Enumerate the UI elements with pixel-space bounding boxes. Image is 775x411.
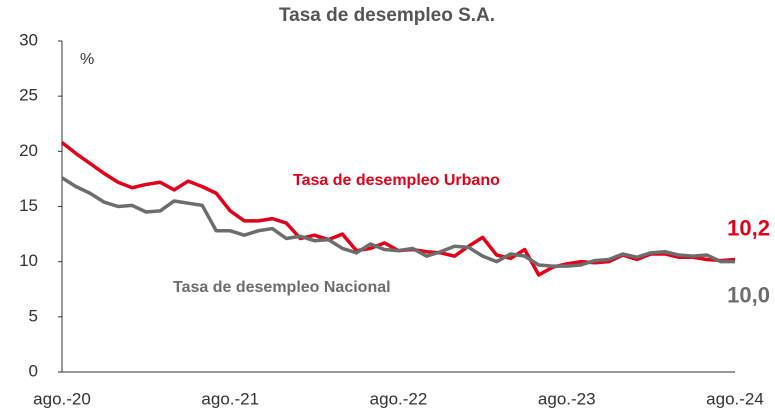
series-label: Tasa de desempleo Nacional bbox=[173, 279, 391, 296]
y-tick-label: 5 bbox=[29, 306, 38, 325]
y-tick-label: 25 bbox=[19, 86, 38, 105]
y-tick-label: 15 bbox=[19, 196, 38, 215]
end-label: 10,0 bbox=[727, 282, 770, 307]
chart-title: Tasa de desempleo S.A. bbox=[279, 5, 495, 26]
x-tick-label: ago.-20 bbox=[33, 389, 91, 408]
x-tick-label: ago.-23 bbox=[538, 389, 596, 408]
x-tick-label: ago.-21 bbox=[201, 389, 259, 408]
end-label: 10,2 bbox=[727, 215, 770, 240]
y-tick-label: 0 bbox=[29, 361, 38, 380]
series-line bbox=[61, 176, 735, 268]
series-label: Tasa de desempleo Urbano bbox=[293, 172, 500, 189]
y-tick-label: 20 bbox=[19, 141, 38, 160]
x-tick-label: ago.-22 bbox=[370, 389, 428, 408]
x-tick-label: ago.-24 bbox=[706, 389, 764, 408]
y-unit: % bbox=[80, 51, 94, 68]
y-tick-label: 10 bbox=[19, 251, 38, 270]
y-tick-label: 30 bbox=[19, 30, 38, 49]
